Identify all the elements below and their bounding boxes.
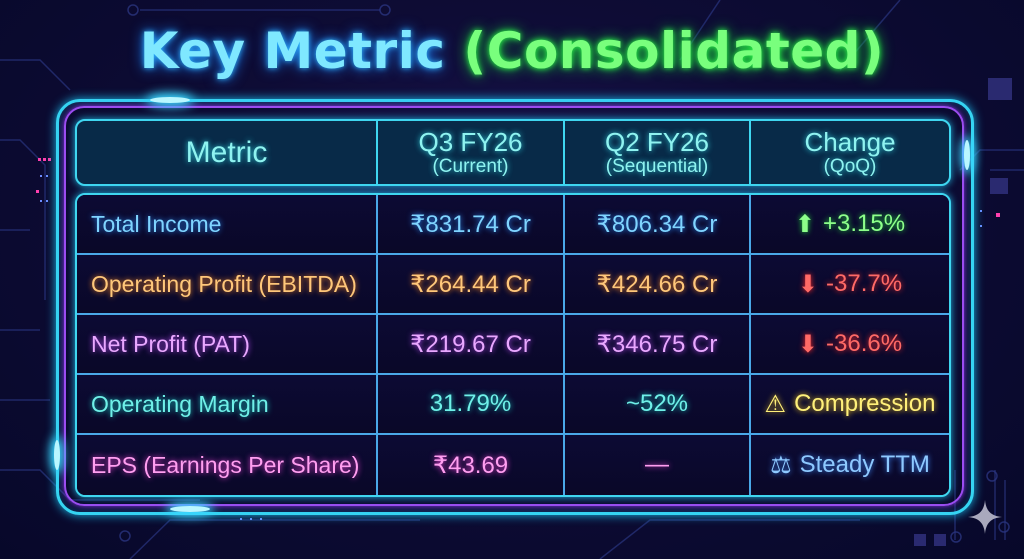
frame-glow [170,506,210,512]
operating-margin-change: ⚠ Compression [751,375,949,435]
inner-neon-frame [64,106,964,506]
eps-change: ⚖ Steady TTM [751,435,949,495]
table-row-total-income-metric: Total Income [77,195,378,255]
ebitda-change: ⬇ -37.7% [751,255,949,315]
net-profit-sequential: ₹346.75 Cr [565,315,751,375]
total-income-sequential: ₹806.34 Cr [565,195,751,255]
arrow-down-icon: ⬇ [797,330,819,358]
scales-icon: ⚖ [770,451,792,479]
outer-neon-frame [56,99,974,515]
total-income-change: ⬆ +3.15% [751,195,949,255]
net-profit-change: ⬇ -36.6% [751,315,949,375]
ebitda-sequential: ₹424.66 Cr [565,255,751,315]
ebitda-current: ₹264.44 Cr [378,255,565,315]
sparkle-icon [968,500,1002,534]
eps-current: ₹43.69 [378,435,565,495]
total-income-current: ₹831.74 Cr [378,195,565,255]
title-key-metric: Key Metric [139,22,446,80]
frame-glow [964,140,970,170]
table-row-ebitda-metric: Operating Profit (EBITDA) [77,255,378,315]
warning-icon: ⚠ [764,390,787,418]
header-sequential: Q2 FY26 (Sequential) [565,121,751,184]
table-header: Metric Q3 FY26 (Current) Q2 FY26 (Sequen… [75,119,951,186]
title-consolidated: (Consolidated) [463,22,885,80]
operating-margin-current: 31.79% [378,375,565,435]
table-row-operating-margin-metric: Operating Margin [77,375,378,435]
table-body: Total Income ₹831.74 Cr ₹806.34 Cr ⬆ +3.… [75,193,951,497]
header-change: Change (QoQ) [804,126,896,177]
arrow-down-icon: ⬇ [797,270,819,298]
header-current: Q3 FY26 (Current) [378,121,565,184]
table-row-net-profit-metric: Net Profit (PAT) [77,315,378,375]
header-metric: Metric [77,121,378,184]
page-title: Key Metric (Consolidated) [0,22,1024,80]
operating-margin-sequential: ~52% [565,375,751,435]
net-profit-current: ₹219.67 Cr [378,315,565,375]
frame-glow [150,97,190,103]
eps-sequential: — [565,435,751,495]
frame-glow [54,440,60,470]
table-row-eps-metric: EPS (Earnings Per Share) [77,435,378,495]
arrow-up-icon: ⬆ [794,210,816,238]
